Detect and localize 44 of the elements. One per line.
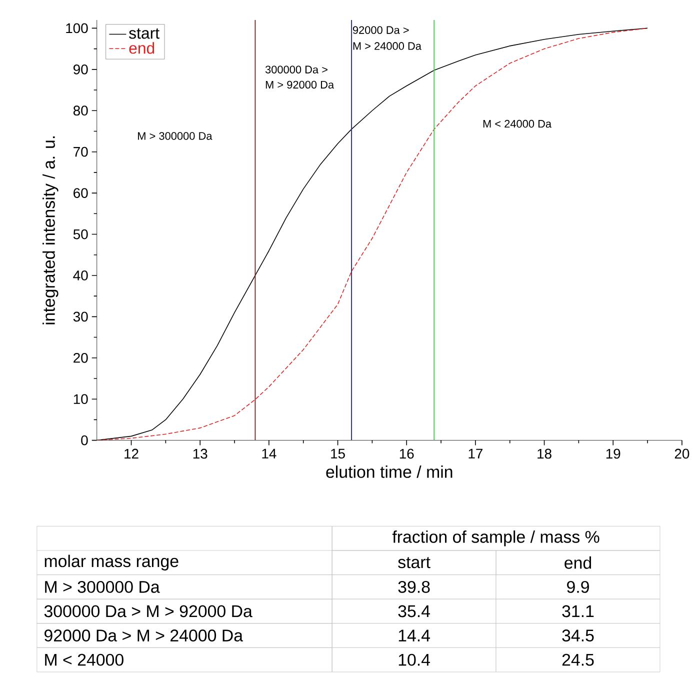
data-label: 10.4 [398, 654, 430, 666]
data-label: 14.4 [398, 630, 430, 642]
annotation: M < 24000 Da [483, 120, 552, 128]
chart-title: fraction of sample / mass % [392, 530, 600, 546]
legend-label: start [129, 28, 160, 39]
y-tick-label: 100 [66, 23, 88, 34]
y-tick-label: 300000 Da > M > 92000 Da [44, 605, 252, 618]
annotation: 92000 Da > [352, 26, 409, 34]
y-tick-label: 10 [74, 394, 88, 404]
x-tick-label: 20 [674, 448, 690, 459]
x-tick-label: 12 [124, 448, 138, 459]
y-tick-label: 20 [74, 352, 88, 363]
x-tick-label: 19 [606, 448, 620, 459]
y-tick-label: M > 300000 Da [45, 580, 160, 593]
data-label: 24.5 [562, 654, 594, 666]
data-label: 31.1 [562, 605, 594, 618]
data-label: 39.8 [398, 580, 430, 593]
x-tick-label: 14 [262, 448, 276, 458]
y-axis-title: integrated intensity / a. u. [42, 136, 58, 324]
x-tick-label: 13 [193, 448, 208, 459]
y-tick-label: 40 [73, 270, 88, 280]
y-tick-label: 30 [73, 312, 88, 322]
x-axis-title: elution time / min [326, 466, 452, 478]
y-tick-label: 92000 Da > M > 24000 Da [44, 630, 244, 642]
y-tick-label: 50 [73, 229, 88, 240]
x-tick-label: 15 [331, 448, 345, 459]
annotation: 300000 Da > [265, 66, 328, 74]
data-label: 9.9 [567, 580, 589, 593]
y-tick-label: 0 [81, 435, 88, 446]
y-tick-label: 70 [74, 146, 88, 157]
x-tick-label: 18 [538, 448, 552, 459]
annotation: M > 24000 Da [353, 42, 422, 50]
y-tick-label: 80 [73, 106, 88, 116]
y-tick-label: M < 24000 [45, 654, 124, 666]
annotation: M > 92000 Da [266, 80, 334, 89]
annotation: M > 300000 Da [138, 132, 212, 140]
x-tick-label: 17 [468, 448, 482, 458]
y-axis-title: molar mass range [44, 554, 178, 571]
y-tick-label: 60 [74, 188, 88, 198]
y-tick-label: 90 [74, 64, 88, 74]
data-label: 35.4 [398, 605, 430, 618]
x-tick-label: 16 [400, 448, 414, 459]
data-label: 34.5 [562, 630, 594, 642]
legend-label: end [129, 42, 154, 54]
